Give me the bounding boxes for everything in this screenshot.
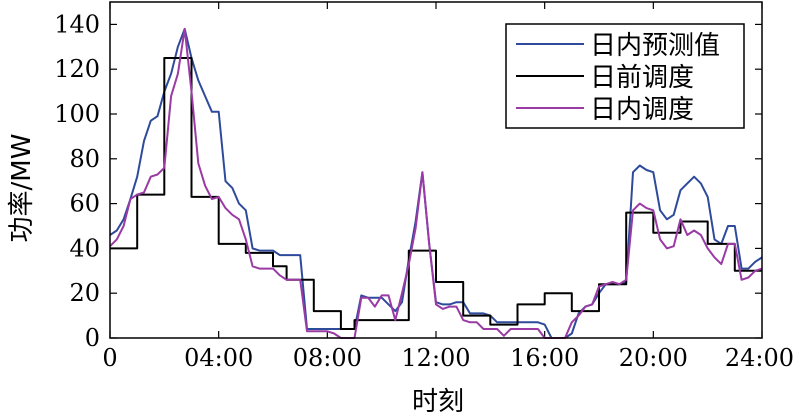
- series-lines: [109, 27, 763, 339]
- y-tick-label: 140: [54, 10, 100, 38]
- x-tick-label: 20:00: [619, 344, 688, 372]
- y-tick-label: 0: [85, 324, 100, 352]
- x-tick-label: 12:00: [401, 344, 470, 372]
- legend-label-0: 日内预测值: [590, 31, 720, 61]
- x-tick-labels: 0 04:00 08:00 12:00 16:00 20:00 24:00: [102, 344, 794, 372]
- plot-frame: [109, 1, 763, 339]
- y-tick-label: 20: [69, 279, 100, 307]
- x-axis-label: 时刻: [412, 387, 464, 416]
- y-tick-label: 60: [69, 190, 100, 218]
- series-line-2: [109, 27, 763, 339]
- y-tick-label: 80: [69, 145, 100, 173]
- legend-label-2: 日内调度: [590, 95, 694, 125]
- legend-label-1: 日前调度: [590, 63, 694, 93]
- y-tick-label: 100: [54, 100, 100, 128]
- x-tick-label: 24:00: [725, 344, 794, 372]
- y-tick-label: 40: [69, 234, 100, 262]
- x-tick-label: 16:00: [510, 344, 579, 372]
- x-tick-label: 08:00: [293, 344, 362, 372]
- x-tick-label: 0: [102, 344, 117, 372]
- y-tick-labels: 0 20 40 60 80 100 120 140: [54, 10, 100, 352]
- y-tick-label: 120: [54, 55, 100, 83]
- x-tick-label: 04:00: [184, 344, 253, 372]
- legend: 日内预测值 日前调度 日内调度: [505, 23, 745, 129]
- y-axis-label: 功率/MW: [7, 134, 37, 243]
